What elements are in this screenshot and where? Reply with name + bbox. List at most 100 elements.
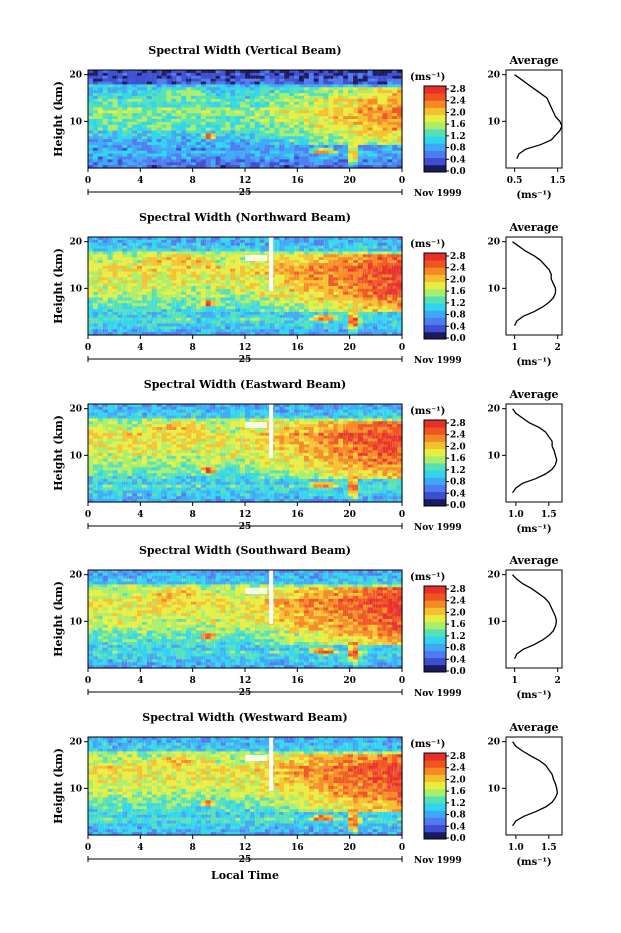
colorbar-swatch xyxy=(424,115,446,123)
average-x-tick-label: 0.5 xyxy=(507,176,523,186)
panel-title: Spectral Width (Eastward Beam) xyxy=(144,378,346,391)
average-profile: Average 10 20 0.5 1.5 (ms⁻¹) xyxy=(487,54,565,201)
month-label: Nov 1999 xyxy=(414,356,462,366)
colorbar-swatch xyxy=(424,332,446,340)
average-y-tick-label: 20 xyxy=(487,238,500,248)
colorbar-swatch xyxy=(424,93,446,101)
y-tick-label: 10 xyxy=(69,284,82,294)
average-x-axis-label: (ms⁻¹) xyxy=(516,190,551,201)
colorbar-swatch xyxy=(424,100,446,108)
panel-title: Spectral Width (Vertical Beam) xyxy=(148,44,341,57)
x-tick-label: 16 xyxy=(291,176,304,186)
heatmap xyxy=(88,404,403,503)
x-tick-label: 8 xyxy=(190,343,196,353)
heatmap-texture xyxy=(88,237,402,335)
colorbar-swatch xyxy=(424,303,446,311)
y-tick-label: 10 xyxy=(69,117,82,127)
colorbar-swatch xyxy=(424,318,446,326)
x-tick-label: 8 xyxy=(190,176,196,186)
heatmap-texture xyxy=(88,70,402,168)
average-title: Average xyxy=(508,221,558,234)
average-x-tick-label: 2 xyxy=(555,343,561,353)
colorbar-swatch xyxy=(424,282,446,290)
colorbar-swatch xyxy=(424,275,446,283)
colorbar-swatch xyxy=(424,151,446,159)
data-gap xyxy=(269,237,273,291)
x-tick-label: 20 xyxy=(343,176,356,186)
colorbar-swatch xyxy=(424,86,446,94)
y-axis-label: Height (km) xyxy=(52,81,65,157)
x-tick-label: 4 xyxy=(137,343,143,353)
data-gap xyxy=(245,255,267,261)
colorbar-swatch xyxy=(424,165,446,173)
heatmap xyxy=(88,237,403,336)
y-tick-label: 20 xyxy=(69,238,82,248)
average-y-tick-label: 10 xyxy=(487,284,500,294)
colorbar-tick-label: 2.8 xyxy=(450,252,466,262)
average-y-tick-label: 20 xyxy=(487,71,500,81)
average-profile: Average 10 20 1 2 (ms⁻¹) xyxy=(487,221,562,368)
colorbar-swatch xyxy=(424,296,446,304)
average-line xyxy=(513,242,556,326)
colorbar-tick-label: 0.0 xyxy=(450,167,466,177)
x-tick-label: 12 xyxy=(239,343,252,353)
average-y-tick-label: 10 xyxy=(487,117,500,127)
y-tick-label: 20 xyxy=(69,71,82,81)
colorbar-tick-label: 2.4 xyxy=(450,97,466,107)
colorbar-swatch xyxy=(424,122,446,130)
colorbar-tick-label: 1.2 xyxy=(450,299,466,309)
x-tick-label: 0 xyxy=(399,176,405,186)
colorbar-swatch xyxy=(424,143,446,151)
colorbar-tick-label: 1.6 xyxy=(450,287,466,297)
colorbar-tick-label: 0.8 xyxy=(450,144,466,154)
panel-1: Spectral Width (Vertical Beam) 10 20 Height… xyxy=(52,44,566,201)
colorbar-tick-label: 1.2 xyxy=(450,132,466,142)
colorbar-swatch xyxy=(424,129,446,137)
colorbar-tick-label: 0.4 xyxy=(450,322,466,332)
month-label: Nov 1999 xyxy=(414,189,462,199)
colorbar-swatch xyxy=(424,267,446,275)
colorbar: 0.00.40.81.21.62.02.42.8 xyxy=(424,85,466,177)
colorbar-tick-label: 0.8 xyxy=(450,311,466,321)
colorbar-tick-label: 2.4 xyxy=(450,264,466,274)
average-title: Average xyxy=(508,54,558,67)
colorbar-swatch xyxy=(424,136,446,144)
colorbar-unit: (ms⁻¹) xyxy=(410,239,445,250)
average-x-axis-label: (ms⁻¹) xyxy=(516,357,551,368)
x-tick-label: 0 xyxy=(85,176,91,186)
panel-3: Spectral Width (Eastward Beam)1020Height… xyxy=(52,378,562,535)
x-tick-label: 16 xyxy=(291,343,304,353)
average-line xyxy=(515,75,562,159)
colorbar-tick-label: 0.4 xyxy=(450,155,466,165)
colorbar-swatch xyxy=(424,158,446,166)
average-frame xyxy=(506,237,562,335)
colorbar-unit: (ms⁻¹) xyxy=(410,72,445,83)
colorbar-tick-label: 1.6 xyxy=(450,120,466,130)
average-x-tick-label: 1.5 xyxy=(550,176,566,186)
panel-2: Spectral Width (Northward Beam)1020Heigh… xyxy=(52,211,562,368)
heatmap xyxy=(88,70,403,169)
x-tick-label: 0 xyxy=(399,343,405,353)
colorbar-tick-label: 2.0 xyxy=(450,108,466,118)
y-axis-label: Height (km) xyxy=(52,248,65,324)
x-tick-label: 0 xyxy=(85,343,91,353)
colorbar: 0.0 0.40.8 1.2 1.6 2.02.4 2.8 xyxy=(424,252,466,344)
panel-title: Spectral Width (Northward Beam) xyxy=(139,211,351,224)
colorbar-swatch xyxy=(424,260,446,268)
colorbar-tick-label: 0.0 xyxy=(450,334,466,344)
colorbar-swatch xyxy=(424,289,446,297)
colorbar-swatch xyxy=(424,253,446,261)
colorbar-swatch xyxy=(424,325,446,333)
average-frame xyxy=(506,70,562,168)
colorbar-swatch xyxy=(424,310,446,318)
x-tick-label: 20 xyxy=(343,343,356,353)
average-x-tick-label: 1 xyxy=(511,343,517,353)
x-tick-label: 4 xyxy=(137,176,143,186)
colorbar-tick-label: 2.0 xyxy=(450,275,466,285)
x-tick-label: 12 xyxy=(239,176,252,186)
day-label: 25 xyxy=(239,355,252,365)
colorbar-swatch xyxy=(424,108,446,116)
day-label: 25 xyxy=(239,188,252,198)
